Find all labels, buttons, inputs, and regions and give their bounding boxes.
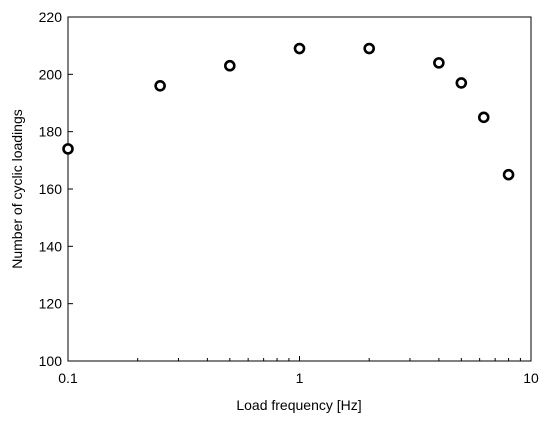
y-tick-label: 160 bbox=[39, 181, 63, 197]
data-point bbox=[433, 57, 445, 69]
data-point bbox=[224, 59, 236, 72]
data-point bbox=[502, 168, 515, 181]
x-axis-label: Load frequency [Hz] bbox=[236, 397, 361, 413]
y-tick-label: 180 bbox=[39, 124, 63, 140]
x-tick-label: 1 bbox=[296, 370, 304, 386]
axis-ticks bbox=[67, 16, 532, 362]
y-tick-label: 140 bbox=[39, 238, 63, 254]
data-point bbox=[455, 77, 468, 89]
y-tick-label: 200 bbox=[39, 66, 63, 82]
data-point bbox=[293, 42, 306, 55]
y-tick-label: 100 bbox=[39, 353, 63, 369]
y-tick-label: 120 bbox=[39, 296, 63, 312]
plot-area-frame bbox=[67, 16, 532, 362]
data-point bbox=[363, 42, 375, 55]
y-tick-label: 220 bbox=[39, 9, 63, 25]
tick-labels: 100 120 140 160 180 200 220 0.1 1 10 bbox=[39, 9, 539, 386]
y-axis-label: Number of cyclic loadings bbox=[9, 109, 25, 269]
data-point bbox=[154, 80, 166, 92]
data-points bbox=[62, 42, 515, 181]
x-tick-label: 0.1 bbox=[58, 370, 78, 386]
data-point bbox=[477, 111, 490, 124]
x-tick-label: 10 bbox=[523, 370, 539, 386]
data-point bbox=[62, 143, 74, 155]
